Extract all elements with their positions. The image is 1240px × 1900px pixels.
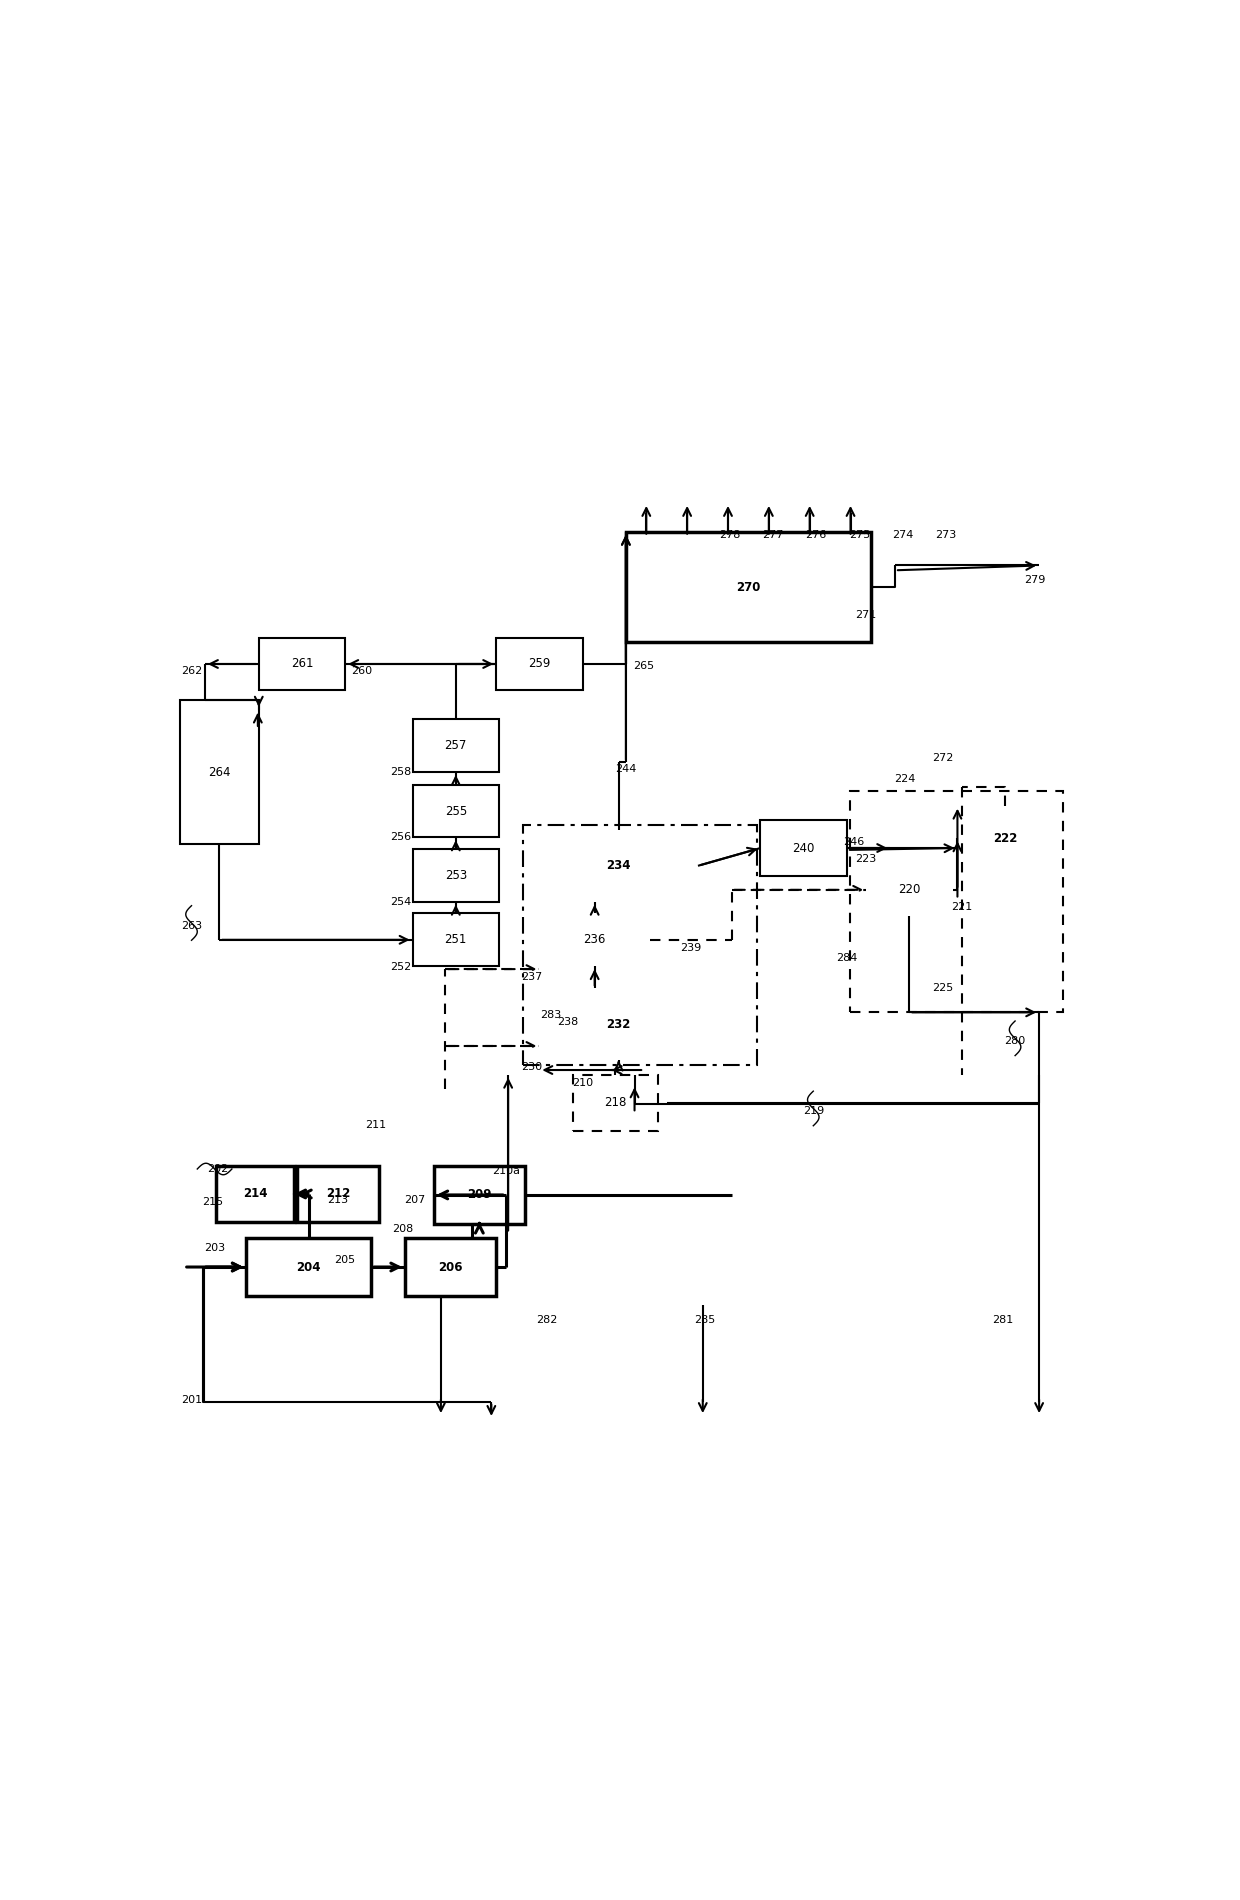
Text: 262: 262: [181, 667, 202, 676]
Text: 236: 236: [584, 933, 606, 946]
Text: 215: 215: [202, 1197, 223, 1206]
Text: 212: 212: [326, 1188, 350, 1201]
Bar: [573, 1075, 657, 1130]
Text: 264: 264: [208, 766, 231, 779]
Text: 280: 280: [1004, 1036, 1025, 1047]
Bar: [496, 638, 583, 690]
Text: 220: 220: [898, 884, 920, 897]
Bar: [259, 638, 345, 690]
Text: 234: 234: [606, 859, 631, 872]
Text: 221: 221: [951, 902, 973, 912]
Bar: [957, 806, 1054, 870]
Text: 223: 223: [856, 853, 877, 864]
Bar: [866, 863, 952, 916]
Bar: [434, 1167, 525, 1224]
Text: 246: 246: [843, 838, 864, 847]
Text: 256: 256: [391, 832, 412, 842]
Text: 201: 201: [181, 1395, 202, 1404]
Text: 285: 285: [694, 1315, 715, 1324]
Text: 214: 214: [243, 1188, 267, 1201]
Text: 211: 211: [366, 1119, 387, 1130]
Bar: [216, 1167, 294, 1222]
Text: 251: 251: [445, 933, 467, 946]
Text: 237: 237: [521, 971, 542, 982]
Bar: [413, 720, 498, 771]
Text: 252: 252: [391, 961, 412, 973]
Bar: [413, 914, 498, 967]
Text: 274: 274: [892, 530, 914, 540]
Text: 238: 238: [558, 1017, 579, 1028]
Text: 271: 271: [856, 610, 877, 621]
Text: 282: 282: [537, 1315, 558, 1324]
Text: 203: 203: [205, 1243, 226, 1252]
Text: 255: 255: [445, 804, 467, 817]
Text: 259: 259: [528, 657, 551, 671]
Text: 284: 284: [836, 952, 858, 963]
Text: 254: 254: [391, 897, 412, 906]
Bar: [523, 825, 756, 1066]
Text: 281: 281: [992, 1315, 1013, 1324]
Bar: [849, 790, 1063, 1013]
Bar: [539, 988, 698, 1060]
Text: 210a: 210a: [492, 1167, 520, 1176]
Text: 213: 213: [327, 1195, 348, 1205]
Text: 260: 260: [351, 667, 372, 676]
Text: 258: 258: [391, 768, 412, 777]
Bar: [760, 821, 847, 876]
Text: 257: 257: [445, 739, 467, 752]
Text: 225: 225: [932, 984, 954, 994]
Bar: [539, 914, 650, 967]
Text: 230: 230: [521, 1062, 542, 1072]
Text: 219: 219: [802, 1106, 823, 1117]
Text: 210: 210: [572, 1077, 593, 1087]
Text: 263: 263: [181, 922, 202, 931]
Bar: [626, 532, 870, 642]
Bar: [539, 830, 698, 902]
Text: 273: 273: [935, 530, 956, 540]
Text: 224: 224: [894, 773, 915, 785]
Text: 275: 275: [849, 530, 870, 540]
Bar: [180, 699, 259, 844]
Text: 204: 204: [296, 1260, 321, 1273]
Text: 279: 279: [1024, 576, 1045, 585]
Text: 240: 240: [792, 842, 815, 855]
Text: 276: 276: [806, 530, 827, 540]
Text: 202: 202: [207, 1165, 228, 1174]
Text: 253: 253: [445, 868, 467, 882]
Text: 218: 218: [604, 1096, 626, 1110]
Text: 283: 283: [541, 1011, 562, 1020]
Text: 244: 244: [615, 764, 636, 773]
Bar: [413, 785, 498, 838]
Text: 278: 278: [719, 530, 740, 540]
Text: 277: 277: [763, 530, 784, 540]
Text: 209: 209: [467, 1188, 491, 1201]
Text: 261: 261: [291, 657, 314, 671]
Text: 205: 205: [334, 1256, 355, 1265]
Text: 222: 222: [993, 832, 1018, 846]
Text: 270: 270: [737, 581, 760, 593]
Text: 272: 272: [932, 752, 954, 762]
Bar: [247, 1239, 371, 1296]
Bar: [404, 1239, 496, 1296]
Bar: [413, 849, 498, 902]
Text: 208: 208: [392, 1224, 414, 1233]
Text: 265: 265: [632, 661, 653, 671]
Text: 207: 207: [404, 1195, 425, 1205]
Text: 239: 239: [681, 942, 702, 954]
Text: 232: 232: [606, 1018, 631, 1032]
Bar: [298, 1167, 379, 1222]
Text: 206: 206: [438, 1260, 463, 1273]
